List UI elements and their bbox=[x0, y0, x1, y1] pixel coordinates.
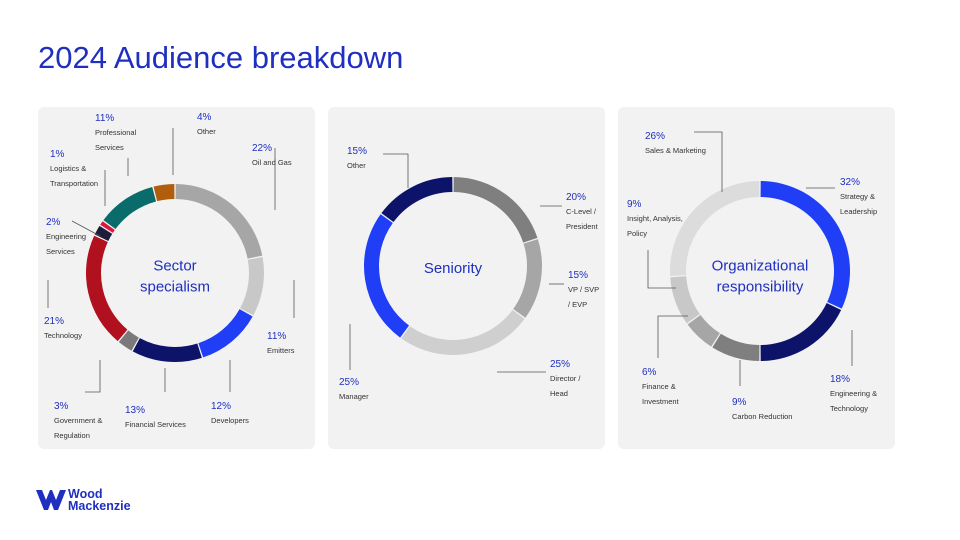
pct-label-carbon-reduction: 9% bbox=[732, 397, 747, 408]
slice-government-regulation bbox=[118, 330, 139, 351]
category-label-professional-services: Professional bbox=[95, 128, 137, 137]
slice-emitters bbox=[240, 257, 264, 316]
pct-label-financial-services: 13% bbox=[125, 405, 145, 416]
pct-label-c-level-president: 20% bbox=[566, 192, 586, 203]
category-label-carbon-reduction: Carbon Reduction bbox=[732, 412, 792, 421]
leader-line-other bbox=[383, 153, 409, 188]
slice-engineering-services bbox=[94, 225, 113, 241]
center-label: Organizational bbox=[712, 258, 809, 275]
donut-chart-1: Sector specialism 22% Oil and Gas 11% Emitter… bbox=[44, 112, 295, 440]
pct-label-insight-analysis-policy: 9% bbox=[627, 199, 642, 210]
category-label-engineering-technology: Engineering & bbox=[830, 389, 877, 398]
center-label: Seniority bbox=[424, 260, 483, 277]
slice-developers bbox=[198, 309, 253, 358]
page-title: 2024 Audience breakdown bbox=[38, 40, 404, 75]
logo-line-1: Wood bbox=[68, 487, 103, 501]
pct-label-technology: 21% bbox=[44, 316, 64, 327]
category-label-finance-investment: Investment bbox=[642, 397, 680, 406]
category-label-other: Other bbox=[347, 161, 366, 170]
category-label-c-level-president: C-Level / bbox=[566, 207, 597, 216]
leader-line-engineering-services bbox=[71, 220, 101, 237]
category-label-strategy-leadership: Leadership bbox=[840, 207, 877, 216]
leader-line-insight-analysis-policy bbox=[647, 250, 676, 289]
pct-label-other: 4% bbox=[197, 112, 212, 123]
pct-label-vp-svp-evp: 15% bbox=[568, 270, 588, 281]
pct-label-professional-services: 11% bbox=[95, 113, 114, 124]
pct-label-engineering-services: 2% bbox=[46, 217, 61, 228]
slice-insight-analysis-policy bbox=[670, 276, 700, 324]
category-label-director-head: Head bbox=[550, 389, 568, 398]
leader-line-government-regulation bbox=[85, 360, 101, 393]
pct-label-emitters: 11% bbox=[267, 331, 286, 342]
donut-chart-2: Seniority 20% C-Level / President 15% VP / SV… bbox=[339, 146, 599, 401]
pct-label-logistics-transportation: 1% bbox=[50, 149, 65, 160]
category-label-engineering-technology: Technology bbox=[830, 404, 868, 413]
category-label-manager: Manager bbox=[339, 392, 369, 401]
category-label-technology: Technology bbox=[44, 331, 82, 340]
pct-label-manager: 25% bbox=[339, 377, 359, 388]
slice-sales-marketing bbox=[670, 181, 760, 276]
slice-professional-services bbox=[103, 186, 157, 230]
slice-strategy-leadership bbox=[760, 181, 851, 309]
pct-label-director-head: 25% bbox=[550, 359, 570, 370]
center-label: responsibility bbox=[717, 279, 804, 296]
category-label-c-level-president: President bbox=[566, 222, 599, 231]
donut-chart-3: Organizational responsibility 32% Strategy … bbox=[627, 131, 877, 421]
category-label-government-regulation: Regulation bbox=[54, 431, 90, 440]
category-label-professional-services: Services bbox=[95, 143, 124, 152]
pct-label-oil-and-gas: 22% bbox=[252, 143, 272, 154]
category-label-vp-svp-evp: / EVP bbox=[568, 300, 587, 309]
category-label-other: Other bbox=[197, 127, 216, 136]
logo-line-2: Mackenzie bbox=[68, 499, 131, 513]
pct-label-other: 15% bbox=[347, 146, 367, 157]
leader-line-finance-investment bbox=[657, 315, 688, 358]
category-label-insight-analysis-policy: Insight, Analysis, bbox=[627, 214, 683, 223]
slice-vp-svp-evp bbox=[513, 239, 542, 318]
center-label: specialism bbox=[140, 279, 210, 296]
pct-label-government-regulation: 3% bbox=[54, 401, 69, 412]
pct-label-finance-investment: 6% bbox=[642, 367, 657, 378]
slice-finance-investment bbox=[687, 314, 720, 347]
center-label: Sector bbox=[153, 258, 196, 275]
slice-director-head bbox=[401, 309, 525, 355]
pct-label-sales-marketing: 26% bbox=[645, 131, 665, 142]
wood-mackenzie-logo-icon bbox=[36, 490, 66, 510]
slice-other bbox=[381, 177, 453, 223]
sector-panel bbox=[38, 107, 315, 449]
slice-carbon-reduction bbox=[712, 333, 760, 361]
category-label-strategy-leadership: Strategy & bbox=[840, 192, 875, 201]
slice-other bbox=[153, 184, 175, 202]
leader-line-sales-marketing bbox=[694, 131, 723, 192]
category-label-sales-marketing: Sales & Marketing bbox=[645, 146, 706, 155]
category-label-insight-analysis-policy: Policy bbox=[627, 229, 647, 238]
category-label-vp-svp-evp: VP / SVP bbox=[568, 285, 599, 294]
category-label-finance-investment: Finance & bbox=[642, 382, 676, 391]
category-label-oil-and-gas: Oil and Gas bbox=[252, 158, 292, 167]
pct-label-engineering-technology: 18% bbox=[830, 374, 850, 385]
category-label-logistics-transportation: Transportation bbox=[50, 179, 98, 188]
category-label-director-head: Director / bbox=[550, 374, 581, 383]
category-label-financial-services: Financial Services bbox=[125, 420, 186, 429]
slice-engineering-technology bbox=[760, 303, 842, 361]
category-label-engineering-services: Engineering bbox=[46, 232, 86, 241]
slice-financial-services bbox=[132, 338, 202, 362]
category-label-developers: Developers bbox=[211, 416, 249, 425]
slice-technology bbox=[86, 235, 128, 342]
category-label-government-regulation: Government & bbox=[54, 416, 102, 425]
pct-label-strategy-leadership: 32% bbox=[840, 177, 860, 188]
category-label-emitters: Emitters bbox=[267, 346, 295, 355]
slice-c-level-president bbox=[453, 177, 538, 243]
slice-oil-and-gas bbox=[175, 184, 263, 259]
slice-logistics-transportation bbox=[100, 221, 115, 233]
wood-mackenzie-wordmark: Wood Mackenzie bbox=[68, 487, 131, 513]
pct-label-developers: 12% bbox=[211, 401, 231, 412]
category-label-engineering-services: Services bbox=[46, 247, 75, 256]
slice-manager bbox=[364, 214, 410, 338]
category-label-logistics-transportation: Logistics & bbox=[50, 164, 86, 173]
